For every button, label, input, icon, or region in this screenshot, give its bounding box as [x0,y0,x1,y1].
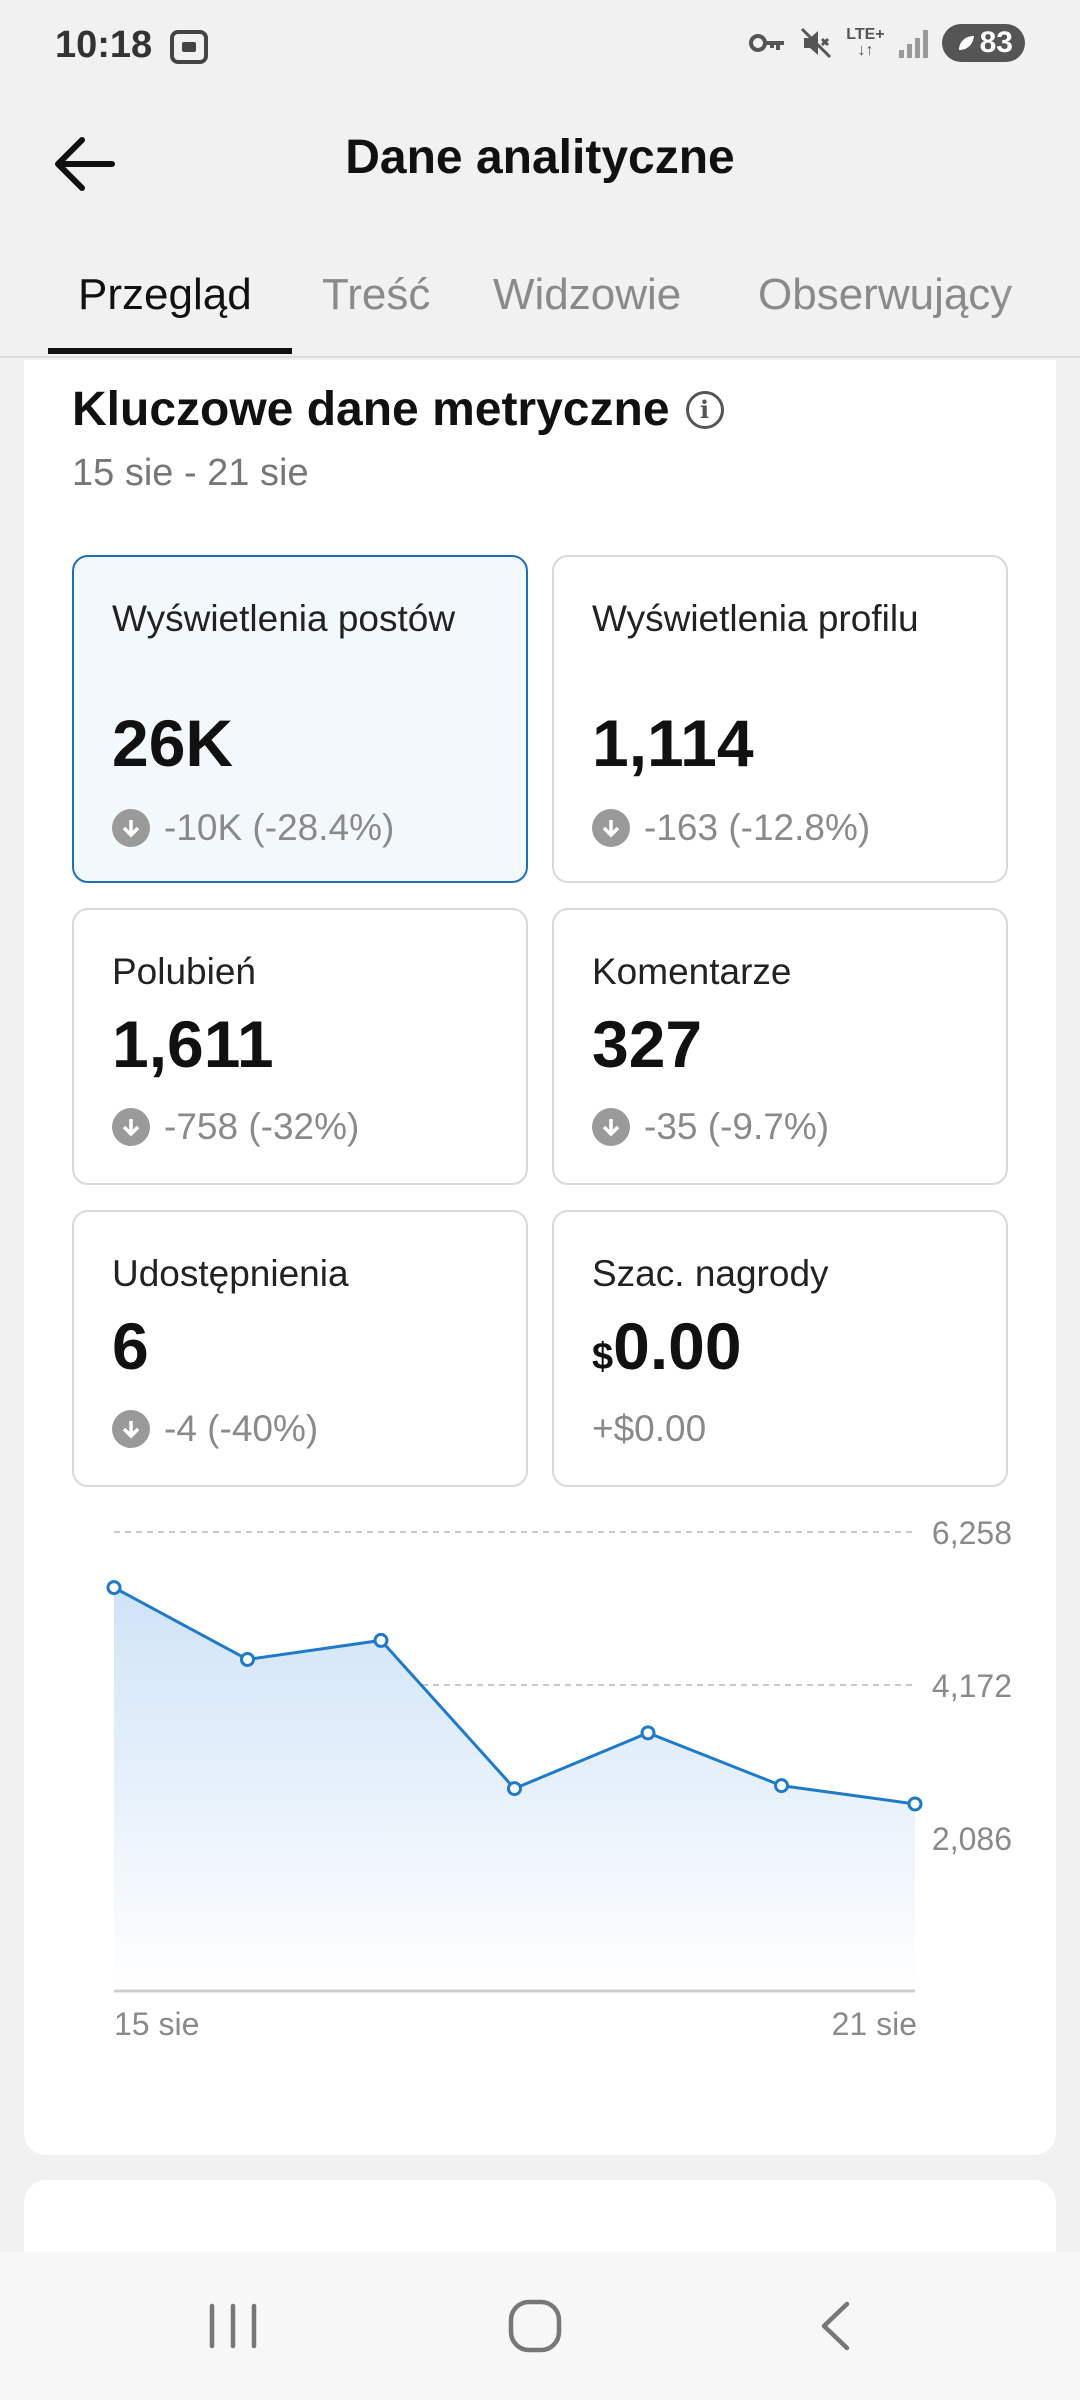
chart-y-tick-label: 2,086 [932,1821,1012,1857]
back-icon[interactable] [802,2296,872,2356]
metric-value: 327 [592,1007,703,1081]
metric-change-text: -163 (-12.8%) [644,807,871,848]
metric-value: 26K [112,706,234,780]
chart-y-tick-label: 4,172 [932,1668,1012,1704]
metric-change: -163 (-12.8%) [592,807,870,849]
date-range: 15 sie - 21 sie [72,452,309,494]
metric-change: +$0.00 [592,1408,706,1450]
arrow-down-circle-icon [112,1108,150,1146]
metric-card-profile-views[interactable]: Wyświetlenia profilu 1,114 -163 (-12.8%) [552,555,1008,883]
tab-tresc[interactable]: Treść [322,270,431,319]
chart-data-point[interactable] [373,1632,389,1648]
metric-label: Szac. nagrody [592,1253,829,1294]
metric-change-text: -10K (-28.4%) [164,807,395,848]
active-tab-indicator [48,348,292,354]
network-label: LTE+ [846,26,885,43]
arrow-down-circle-icon [592,1108,630,1146]
info-icon[interactable]: i [685,390,724,429]
chart-x-tick-label: 21 sie [832,2006,917,2042]
metric-change: -35 (-9.7%) [592,1106,829,1148]
battery-icon: 83 [941,24,1025,62]
chart-data-point[interactable] [907,1796,923,1812]
screenshot-icon [170,30,208,64]
section-title-row: Kluczowe dane metryczne i [72,382,724,437]
status-time: 10:18 [55,24,153,66]
tab-fade [1000,238,1080,356]
header: Dane analityczne [0,100,1080,230]
section-title: Kluczowe dane metryczne [72,383,670,436]
navigation-bar [0,2252,1080,2400]
metric-label: Polubień [112,951,257,992]
chart-data-point[interactable] [106,1580,122,1596]
vpn-key-icon [749,34,785,52]
arrow-left-icon[interactable] [48,128,120,200]
metric-change-text: -758 (-32%) [164,1106,360,1147]
chart-data-point[interactable] [240,1651,255,1667]
metric-value: 1,114 [592,706,754,780]
post-views-chart: 2,086 4,172 6,258 15 sie 21 sie [106,1515,1012,2042]
arrow-down-circle-icon [112,1410,150,1448]
status-icons: LTE+ ↓↑ 83 [748,24,1025,62]
metric-change: -758 (-32%) [112,1106,359,1148]
chart-x-tick-label: 15 sie [114,2006,199,2042]
chart-data-point[interactable] [640,1725,656,1741]
metric-change-text: -4 (-40%) [164,1408,319,1449]
arrow-down-circle-icon [112,809,150,847]
metric-card-comments[interactable]: Komentarze 327 -35 (-9.7%) [552,908,1008,1185]
metric-value-number: 0.00 [613,1309,742,1383]
tab-widzowie[interactable]: Widzowie [493,270,682,319]
metric-change: -4 (-40%) [112,1408,318,1450]
signal-icon [898,28,928,58]
chart-y-tick-label: 6,258 [932,1515,1012,1551]
metric-card-shares[interactable]: Udostępnienia 6 -4 (-40%) [72,1210,528,1487]
chart-data-point[interactable] [774,1778,789,1794]
tab-bar: Przegląd Treść Widzowie Obserwujący [0,238,1080,358]
currency-symbol: $ [592,1336,614,1378]
page-title: Dane analityczne [345,131,735,184]
metric-card-post-views[interactable]: Wyświetlenia postów 26K -10K (-28.4%) [72,555,528,883]
recent-apps-icon[interactable] [198,2296,268,2356]
metric-label: Udostępnienia [112,1253,349,1294]
lte-icon: LTE+ ↓↑ [846,26,885,59]
metric-label: Komentarze [592,951,792,992]
status-bar: 10:18 LTE+ ↓↑ 83 [0,0,1080,100]
chart-data-point[interactable] [507,1781,522,1797]
metric-card-likes[interactable]: Polubień 1,611 -758 (-32%) [72,908,528,1185]
metric-change: -10K (-28.4%) [112,807,394,849]
key-metrics-card: Kluczowe dane metryczne i 15 sie - 21 si… [24,360,1056,2155]
metric-label: Wyświetlenia postów [112,598,456,639]
mute-icon [801,27,832,59]
arrow-down-circle-icon [592,809,630,847]
metric-value: 1,611 [112,1007,274,1081]
home-icon[interactable] [500,2296,570,2356]
metric-change-text: -35 (-9.7%) [644,1106,830,1147]
metric-value: 6 [112,1309,149,1383]
tab-obserwujacy[interactable]: Obserwujący [758,270,1013,319]
metric-card-est-rewards[interactable]: Szac. nagrody $0.00 +$0.00 [552,1210,1008,1487]
metric-value: $0.00 [592,1308,742,1384]
metric-change-text: +$0.00 [592,1408,707,1449]
tab-przeglad[interactable]: Przegląd [78,270,252,319]
metric-label: Wyświetlenia profilu [592,598,919,639]
battery-level: 83 [979,26,1013,59]
